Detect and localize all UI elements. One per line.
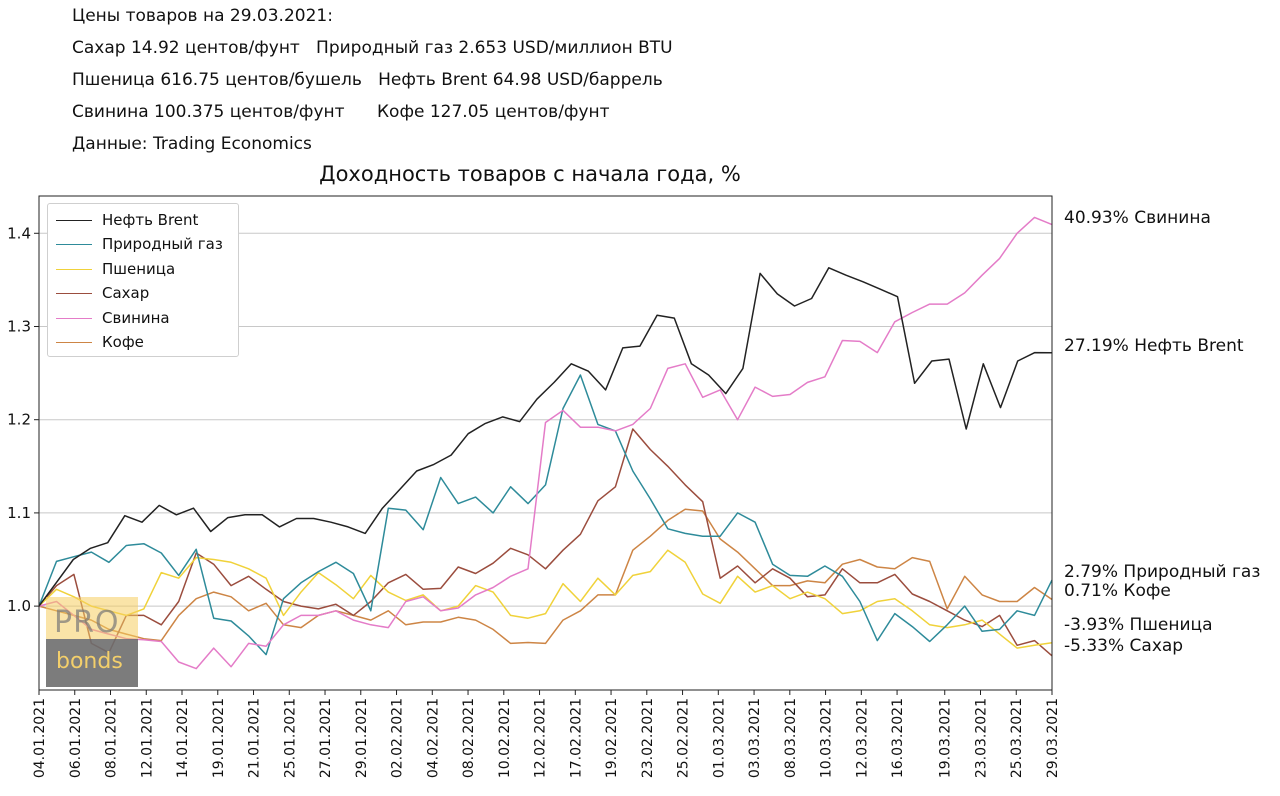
legend-label: Нефть Brent [102,211,199,229]
legend-swatch [56,244,92,246]
legend-swatch [56,268,92,270]
x-tick-label: 04.01.2021 [32,698,48,778]
header-source-line: Данные: Trading Economics [72,134,312,154]
x-tick-label: 12.01.2021 [139,698,155,778]
x-tick-label: 03.03.2021 [747,698,763,778]
legend-item: Нефть Brent [54,209,238,233]
legend-item: Свинина [54,307,238,331]
series-line-2 [38,549,1053,649]
legend-swatch [56,293,92,295]
legend-swatch [56,317,92,319]
x-tick-label: 08.01.2021 [104,698,120,778]
y-tick-label: 1.1 [7,504,31,522]
x-tick-label: 16.03.2021 [890,698,906,778]
x-tick-label: 25.03.2021 [1009,698,1025,778]
y-tick-label: 1.4 [7,224,31,242]
y-tick-label: 1.0 [7,597,31,615]
chart-legend: Нефть Brent Природный газ Пшеница Сахар Свин… [47,203,239,357]
end-label-brent: 27.19% Нефть Brent [1064,336,1244,356]
x-tick-label: 19.01.2021 [211,698,227,778]
x-tick-label: 10.03.2021 [819,698,835,778]
x-tick-label: 12.02.2021 [533,698,549,778]
legend-swatch [56,342,92,343]
legend-item: Сахар [54,282,238,306]
header-prices-line-2: Пшеница 616.75 центов/бушель Нефть Brent… [72,70,663,90]
series-line-5 [38,508,1053,645]
series-line-0 [38,267,1053,607]
legend-label: Пшеница [102,259,176,278]
legend-label: Свинина [102,308,170,327]
x-tick-label: 25.02.2021 [676,698,692,778]
x-tick-label: 29.01.2021 [354,698,370,778]
x-tick-label: 14.01.2021 [175,698,191,778]
x-tick-label: 08.02.2021 [461,698,477,778]
x-tick-label: 29.03.2021 [1045,698,1061,778]
legend-label: Кофе [102,333,144,351]
x-tick-label: 10.02.2021 [497,698,513,778]
legend-item: Природный газ [54,233,238,257]
x-tick-label: 08.03.2021 [783,698,799,778]
x-tick-label: 17.02.2021 [568,698,584,778]
x-tick-label: 19.02.2021 [604,698,620,778]
x-tick-label: 19.03.2021 [938,698,954,778]
series-line-1 [38,374,1053,656]
end-label-pork: 40.93% Свинина [1064,208,1211,228]
x-tick-label: 06.01.2021 [68,698,84,778]
x-tick-label: 23.03.2021 [973,698,989,778]
legend-item: Кофе [54,331,238,355]
end-label-wheat: -3.93% Пшеница [1064,615,1213,635]
watermark-pro-text: PRO [54,605,120,640]
x-tick-label: 27.01.2021 [318,698,334,778]
series-line-4 [38,216,1053,670]
header-date-line: Цены товаров на 29.03.2021: [72,6,333,26]
end-label-coffee: 0.71% Кофе [1064,581,1171,601]
legend-item: Пшеница [54,258,238,282]
x-tick-label: 21.01.2021 [247,698,263,778]
legend-label: Природный газ [102,235,223,254]
end-label-gas: 2.79% Природный газ [1064,562,1261,582]
legend-swatch [56,220,92,221]
x-tick-label: 25.01.2021 [282,698,298,778]
probonds-watermark: PRO bonds [46,597,138,687]
plot-frame [38,195,1053,691]
x-tick-label: 04.02.2021 [425,698,441,778]
watermark-top-band [46,597,138,639]
watermark-bottom-band [46,639,138,687]
legend-label: Сахар [102,284,150,303]
series-line-3 [38,428,1053,657]
y-tick-label: 1.2 [7,411,31,429]
x-tick-label: 02.02.2021 [390,698,406,778]
y-tick-label: 1.3 [7,317,31,335]
header-prices-line-1: Сахар 14.92 центов/фунт Природный газ 2.… [72,38,673,58]
x-tick-label: 23.02.2021 [640,698,656,778]
watermark-bonds-text: bonds [56,649,123,674]
chart-title: Доходность товаров с начала года, % [319,162,741,186]
end-label-sugar: -5.33% Сахар [1064,636,1184,656]
x-tick-label: 01.03.2021 [711,698,727,778]
header-prices-line-3: Свинина 100.375 центов/фунт Кофе 127.05 … [72,102,610,122]
x-tick-label: 12.03.2021 [854,698,870,778]
